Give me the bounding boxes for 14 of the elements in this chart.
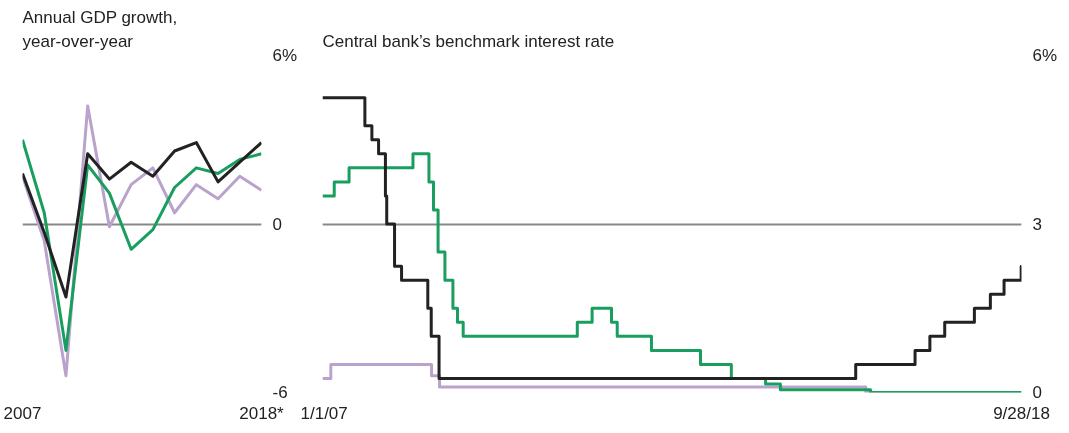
y-tick-label: 6% (272, 46, 298, 65)
line-series (22, 141, 262, 299)
y-tick-label: 6% (1032, 46, 1058, 65)
x-tick-label: 2018* (239, 403, 285, 423)
chart-title: Central bank’s benchmark interest rate (322, 31, 615, 51)
y-tick-label: -6 (272, 383, 288, 402)
x-tick-label: 9/28/18 (993, 403, 1050, 423)
x-tick-label: 1/1/07 (300, 403, 348, 423)
chart-title: Annual GDP growth, year-over-year (22, 7, 178, 51)
y-tick-label: 0 (1032, 383, 1042, 402)
y-tick-label: 0 (272, 214, 282, 234)
line-series (22, 138, 262, 352)
y-tick-label: 3 (1032, 214, 1042, 234)
x-tick-label: 2007 (3, 403, 42, 423)
